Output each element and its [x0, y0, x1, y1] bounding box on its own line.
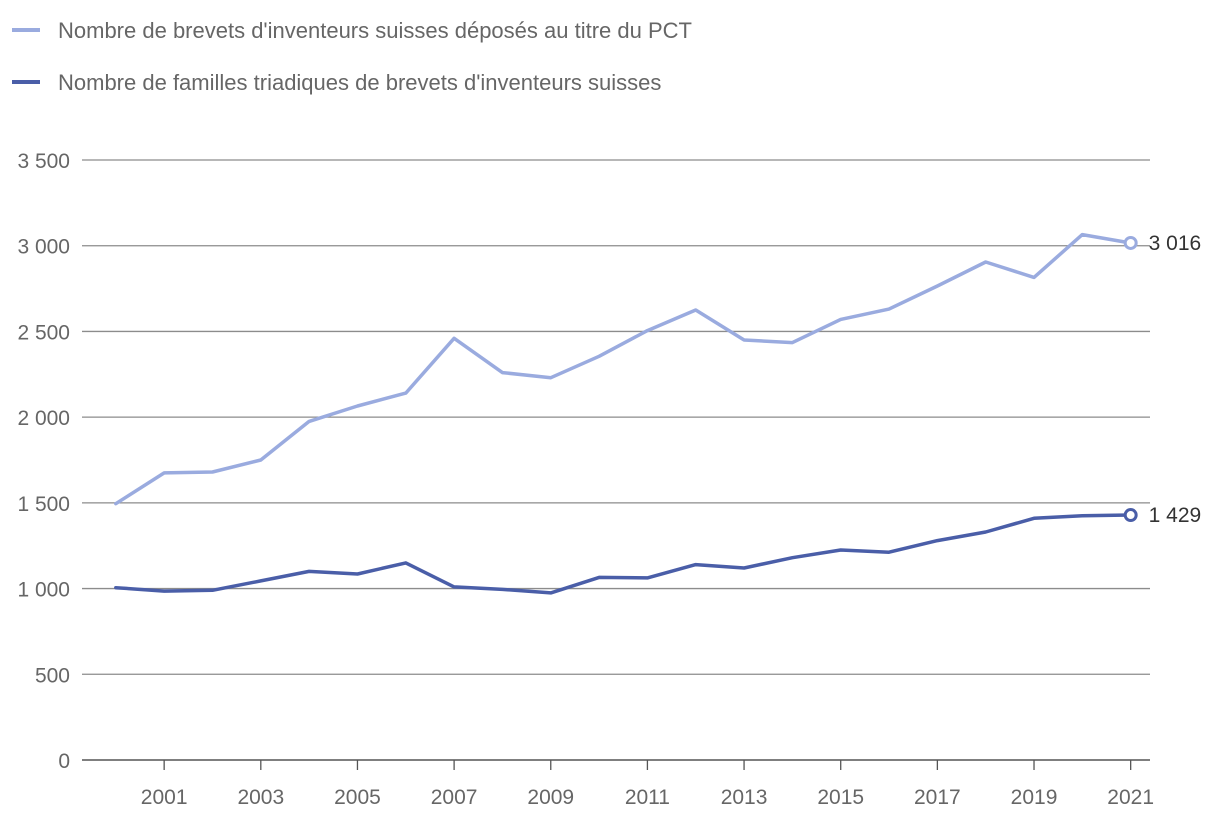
grid — [82, 159, 1150, 761]
end-value-label-1: 1 429 — [1149, 504, 1202, 527]
legend-label-pct: Nombre de brevets d'inventeurs suisses d… — [58, 18, 692, 43]
legend-label-triadic: Nombre de familles triadiques de brevets… — [58, 70, 661, 95]
end-marker-1 — [1123, 508, 1138, 523]
x-tick-label: 2005 — [334, 786, 381, 809]
y-tick-label: 500 — [35, 664, 70, 687]
end-marker-0 — [1123, 235, 1138, 250]
y-tick-label: 2 000 — [17, 407, 70, 430]
x-tick-label: 2017 — [914, 786, 961, 809]
x-tick-label: 2015 — [817, 786, 864, 809]
y-tick-label: 3 000 — [17, 236, 70, 259]
y-tick-label: 1 000 — [17, 579, 70, 602]
series-line-1 — [114, 513, 1133, 595]
y-tick-label: 0 — [58, 750, 70, 773]
x-tick-label: 2009 — [527, 786, 574, 809]
x-tick-label: 2021 — [1107, 786, 1154, 809]
y-tick-label: 1 500 — [17, 493, 70, 516]
end-value-label-0: 3 016 — [1149, 232, 1202, 255]
x-tick-label: 2003 — [237, 786, 284, 809]
y-tick-label: 2 500 — [17, 321, 70, 344]
series-line-0 — [114, 232, 1133, 506]
x-axis: 2001 2003 2005 2007 2009 2011 2013 2015 2017 2019… — [141, 760, 1154, 809]
x-tick-label: 2007 — [431, 786, 478, 809]
x-tick-label: 2001 — [141, 786, 188, 809]
legend: Nombre de brevets d'inventeurs suisses d… — [12, 18, 692, 95]
x-tick-label: 2019 — [1011, 786, 1058, 809]
series-layer: 3 016 1 429 — [114, 232, 1202, 595]
y-axis-ticks: 0 500 1 000 1 500 2 000 2 500 3 000 3 500 — [17, 150, 70, 773]
y-tick-label: 3 500 — [17, 150, 70, 173]
x-tick-label: 2011 — [625, 786, 670, 809]
x-tick-label: 2013 — [721, 786, 768, 809]
